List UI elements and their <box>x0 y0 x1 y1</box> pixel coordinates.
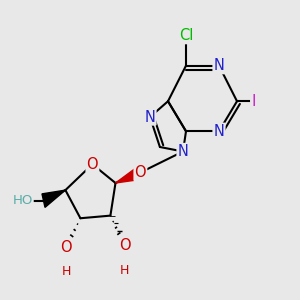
Polygon shape <box>116 166 142 183</box>
Text: O: O <box>119 238 130 253</box>
Polygon shape <box>42 190 65 207</box>
Text: HO: HO <box>12 194 33 207</box>
Text: I: I <box>251 94 256 109</box>
Text: Cl: Cl <box>179 28 193 43</box>
Text: N: N <box>214 124 224 139</box>
Text: H: H <box>120 263 129 277</box>
Text: O: O <box>60 240 72 255</box>
Text: N: N <box>214 58 224 73</box>
Text: N: N <box>145 110 155 124</box>
Text: O: O <box>135 165 146 180</box>
Text: N: N <box>178 144 188 159</box>
Text: H: H <box>61 266 71 278</box>
Text: O: O <box>87 157 98 172</box>
